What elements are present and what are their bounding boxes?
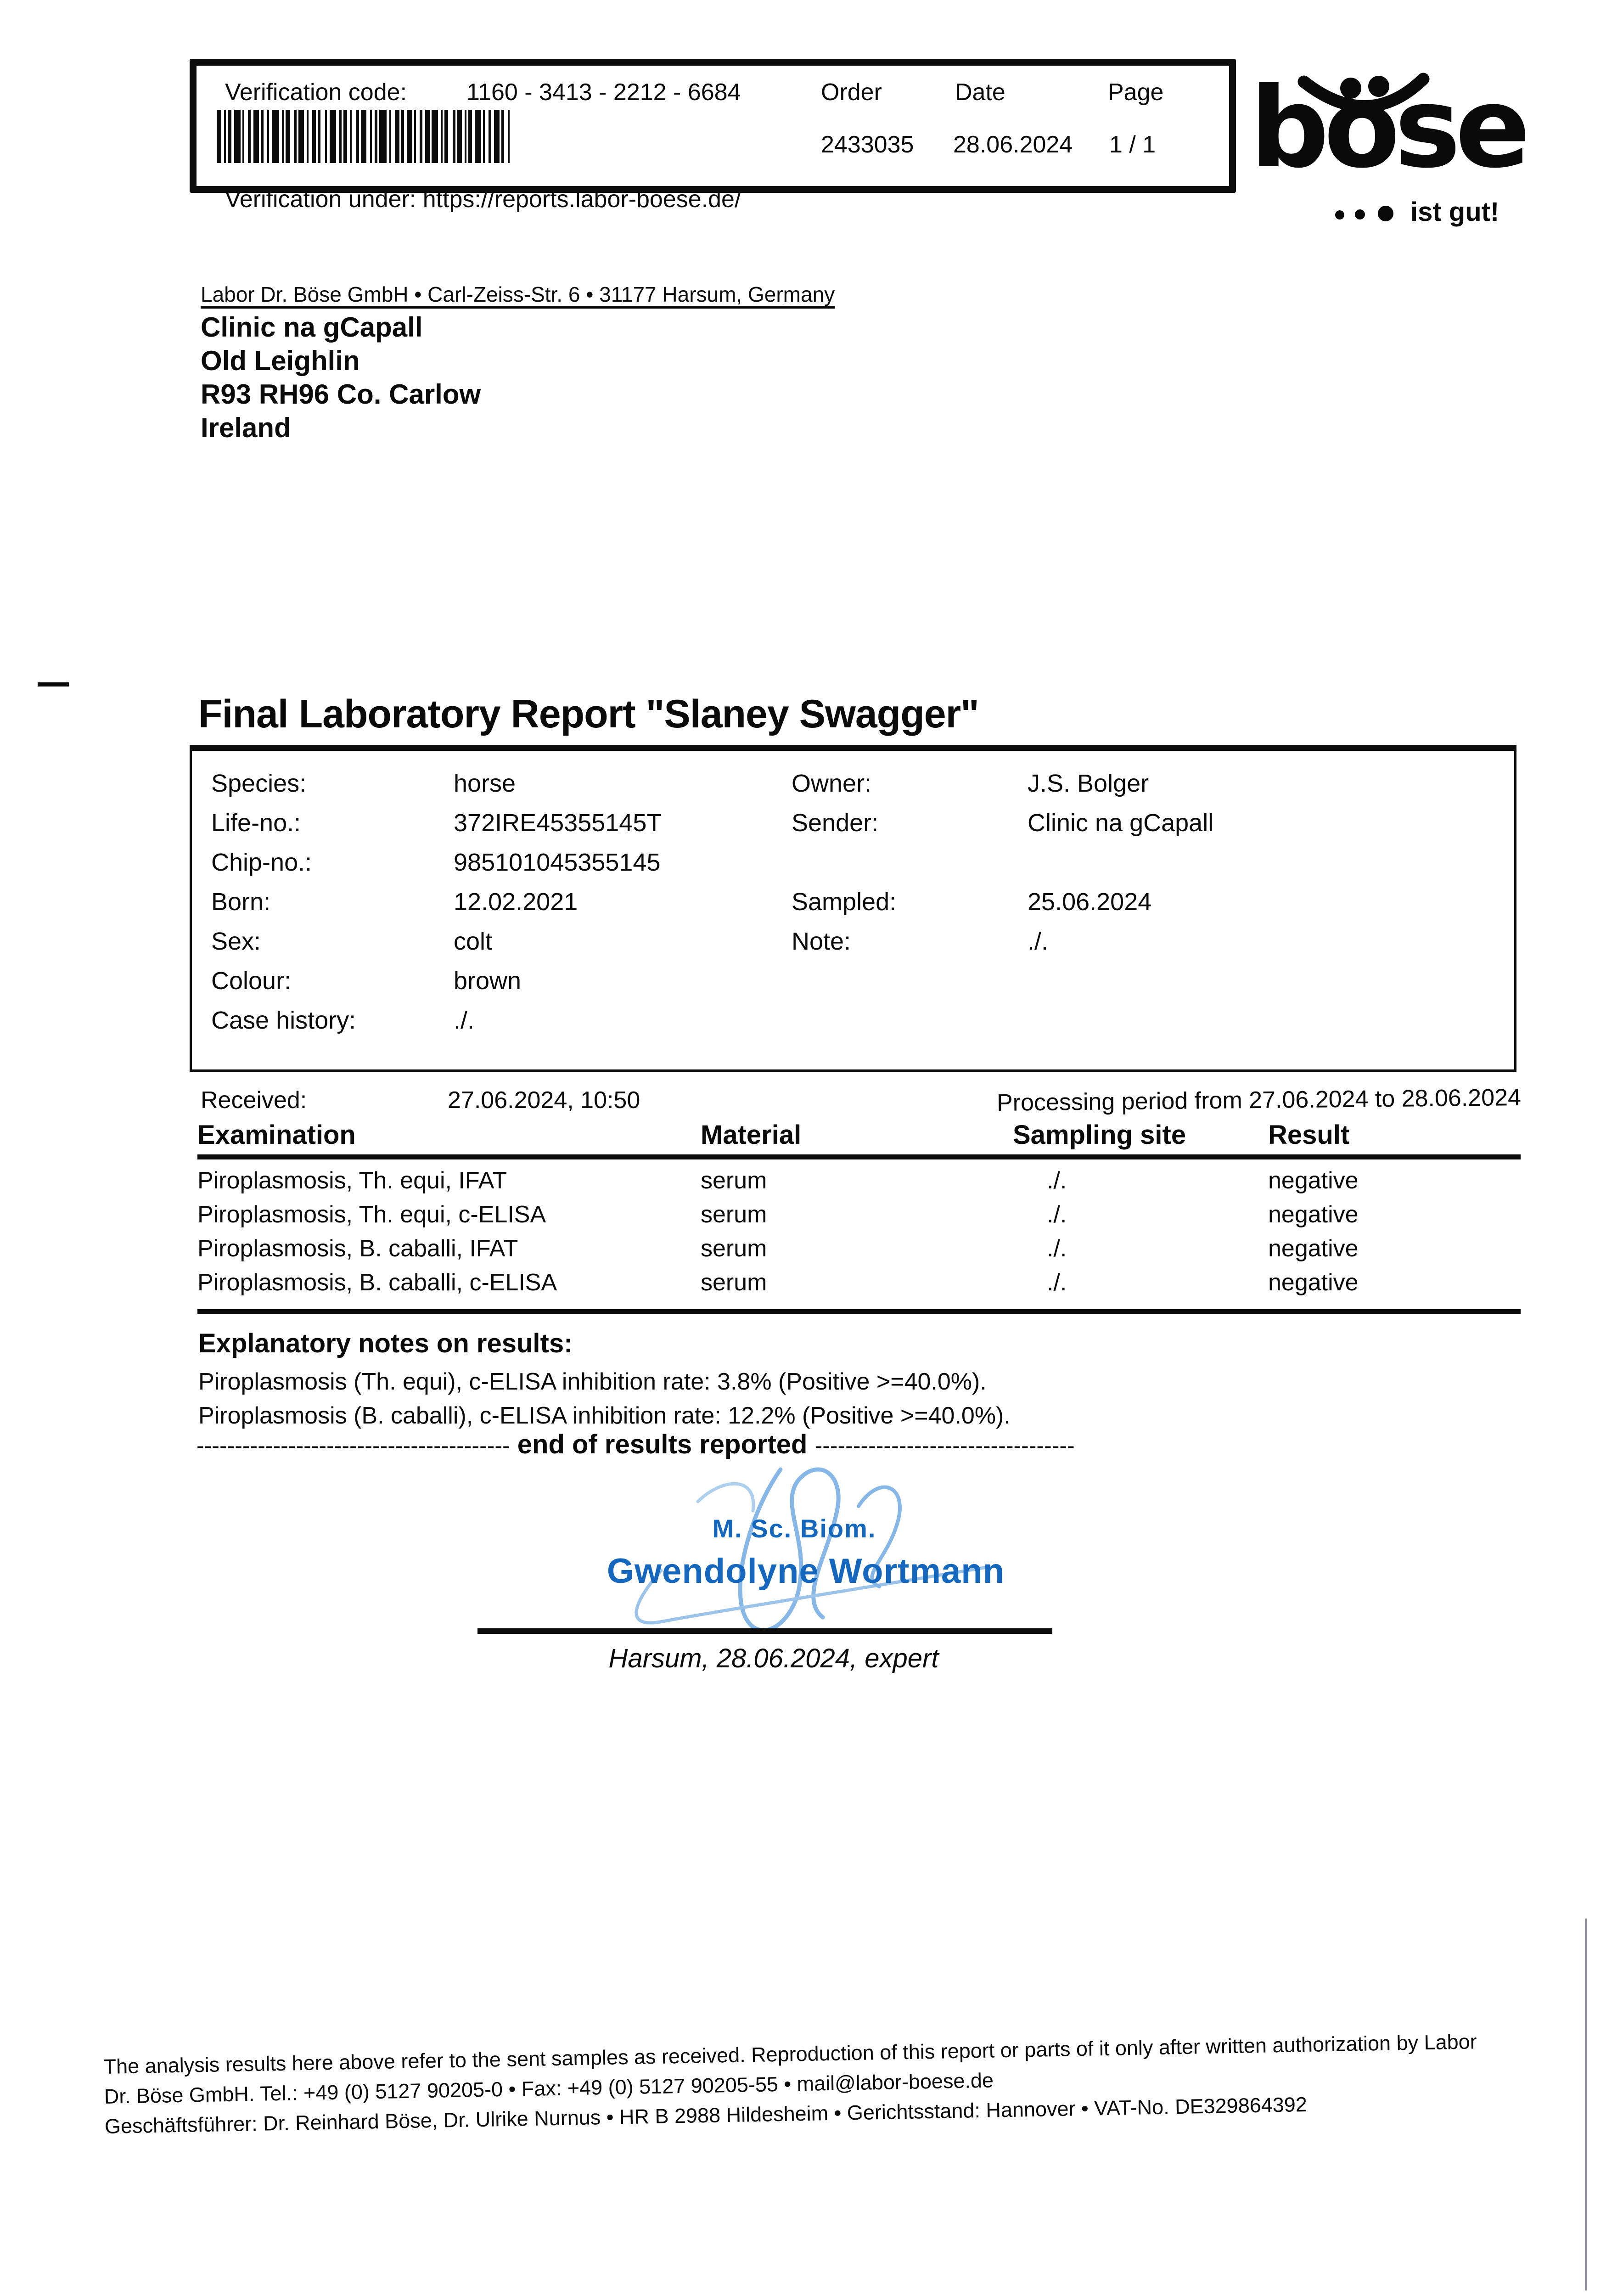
table-cell: serum xyxy=(701,1235,767,1262)
table-rule-top xyxy=(197,1154,1521,1159)
results-table: Examination Material Sampling site Resul… xyxy=(197,1120,1521,1314)
logo-dots-icon xyxy=(1335,206,1393,221)
end-label: end of results reported xyxy=(510,1429,815,1459)
animal-data-box: Species: horse Owner: J.S. Bolger Life-n… xyxy=(190,745,1516,1072)
life-no-value: 372IRE45355145T xyxy=(454,809,662,837)
lab-address-line: Labor Dr. Böse GmbH • Carl-Zeiss-Str. 6 … xyxy=(201,282,835,306)
fold-mark xyxy=(38,682,69,687)
table-cell: serum xyxy=(701,1167,767,1194)
table-cell: ./. xyxy=(1047,1235,1067,1262)
owner-label: Owner: xyxy=(792,770,872,797)
barcode xyxy=(217,110,511,163)
case-history-label: Case history: xyxy=(211,1007,356,1034)
col-sampling-site: Sampling site xyxy=(1013,1120,1186,1150)
life-no-label: Life-no.: xyxy=(211,809,301,837)
table-cell: negative xyxy=(1268,1269,1359,1296)
scan-edge-artifact xyxy=(1585,1919,1587,2290)
col-result: Result xyxy=(1268,1120,1350,1150)
verification-code-value: 1160 - 3413 - 2212 - 6684 xyxy=(466,79,741,106)
table-cell: ./. xyxy=(1047,1167,1067,1194)
end-of-results-line: ----------------------------------------… xyxy=(197,1429,1075,1460)
col-examination: Examination xyxy=(197,1120,356,1150)
table-row: Piroplasmosis, B. caballi, c-ELISA xyxy=(197,1269,557,1296)
results-rows: Piroplasmosis, Th. equi, IFAT serum ./. … xyxy=(197,1159,1521,1309)
born-value: 12.02.2021 xyxy=(454,888,578,916)
verification-box: Verification code: 1160 - 3413 - 2212 - … xyxy=(190,59,1236,193)
note-value: ./. xyxy=(1028,928,1049,955)
table-cell: negative xyxy=(1268,1167,1359,1194)
date-value: 28.06.2024 xyxy=(953,131,1073,158)
end-dashes-right: ---------------------------------- xyxy=(814,1433,1075,1458)
sex-value: colt xyxy=(454,928,493,955)
footer-legal: The analysis results here above refer to… xyxy=(103,2026,1542,2141)
recipient-line: Clinic na gCapall xyxy=(201,312,423,343)
verification-url-line: Verification under: https://reports.labo… xyxy=(225,186,741,213)
species-label: Species: xyxy=(211,770,307,797)
page-label: Page xyxy=(1108,79,1164,106)
received-value: 27.06.2024, 10:50 xyxy=(448,1087,640,1114)
end-dashes-left: ----------------------------------------… xyxy=(197,1433,510,1458)
signature-place-date: Harsum, 28.06.2024, expert xyxy=(608,1643,939,1673)
order-label: Order xyxy=(821,79,882,106)
signature-name: Gwendolyne Wortmann xyxy=(607,1552,1005,1591)
report-title: Final Laboratory Report "Slaney Swagger" xyxy=(198,692,979,736)
note-line: Piroplasmosis (B. caballi), c-ELISA inhi… xyxy=(198,1402,1011,1429)
date-label: Date xyxy=(955,79,1005,106)
sex-label: Sex: xyxy=(211,928,261,955)
boese-logo: bose xyxy=(1250,63,1531,193)
notes-block: Piroplasmosis (Th. equi), c-ELISA inhibi… xyxy=(198,1365,1011,1433)
signature-degree: M. Sc. Biom. xyxy=(712,1514,876,1543)
chip-no-value: 985101045355145 xyxy=(454,849,661,876)
received-label: Received: xyxy=(201,1087,307,1114)
table-cell: negative xyxy=(1268,1201,1359,1228)
recipient-address: Clinic na gCapall Old Leighlin R93 RH96 … xyxy=(201,310,481,445)
table-cell: serum xyxy=(701,1269,767,1296)
page-value: 1 / 1 xyxy=(1109,131,1156,158)
case-history-value: ./. xyxy=(454,1007,475,1034)
signature-scrawl xyxy=(635,1467,991,1632)
table-cell: ./. xyxy=(1047,1269,1067,1296)
signature-rule xyxy=(477,1628,1052,1634)
recipient-line: R93 RH96 Co. Carlow xyxy=(201,379,481,410)
colour-label: Colour: xyxy=(211,967,292,995)
table-row: Piroplasmosis, B. caballi, IFAT xyxy=(197,1235,518,1262)
note-line: Piroplasmosis (Th. equi), c-ELISA inhibi… xyxy=(198,1368,987,1395)
sampled-value: 25.06.2024 xyxy=(1028,888,1152,916)
table-rule-bottom xyxy=(197,1309,1521,1314)
logo-tagline: ist gut! xyxy=(1410,197,1499,227)
colour-value: brown xyxy=(454,967,522,995)
table-row: Piroplasmosis, Th. equi, IFAT xyxy=(197,1167,507,1194)
sampled-label: Sampled: xyxy=(792,888,897,916)
sender-label: Sender: xyxy=(792,809,879,837)
recipient-line: Ireland xyxy=(201,412,291,443)
processing-period: Processing period from 27.06.2024 to 28.… xyxy=(996,1084,1522,1116)
verification-code-label: Verification code: xyxy=(225,79,407,106)
logo-smiley-icon xyxy=(1297,73,1430,113)
note-label: Note: xyxy=(792,928,851,955)
table-row: Piroplasmosis, Th. equi, c-ELISA xyxy=(197,1201,546,1228)
sender-value: Clinic na gCapall xyxy=(1028,809,1214,837)
notes-heading: Explanatory notes on results: xyxy=(198,1328,573,1358)
col-material: Material xyxy=(701,1120,802,1150)
chip-no-label: Chip-no.: xyxy=(211,849,312,876)
results-table-header: Examination Material Sampling site Resul… xyxy=(197,1120,1521,1154)
table-cell: ./. xyxy=(1047,1201,1067,1228)
order-value: 2433035 xyxy=(821,131,914,158)
owner-value: J.S. Bolger xyxy=(1028,770,1149,797)
species-value: horse xyxy=(454,770,516,797)
table-cell: negative xyxy=(1268,1235,1359,1262)
table-cell: serum xyxy=(701,1201,767,1228)
recipient-line: Old Leighlin xyxy=(201,345,360,376)
born-label: Born: xyxy=(211,888,271,916)
